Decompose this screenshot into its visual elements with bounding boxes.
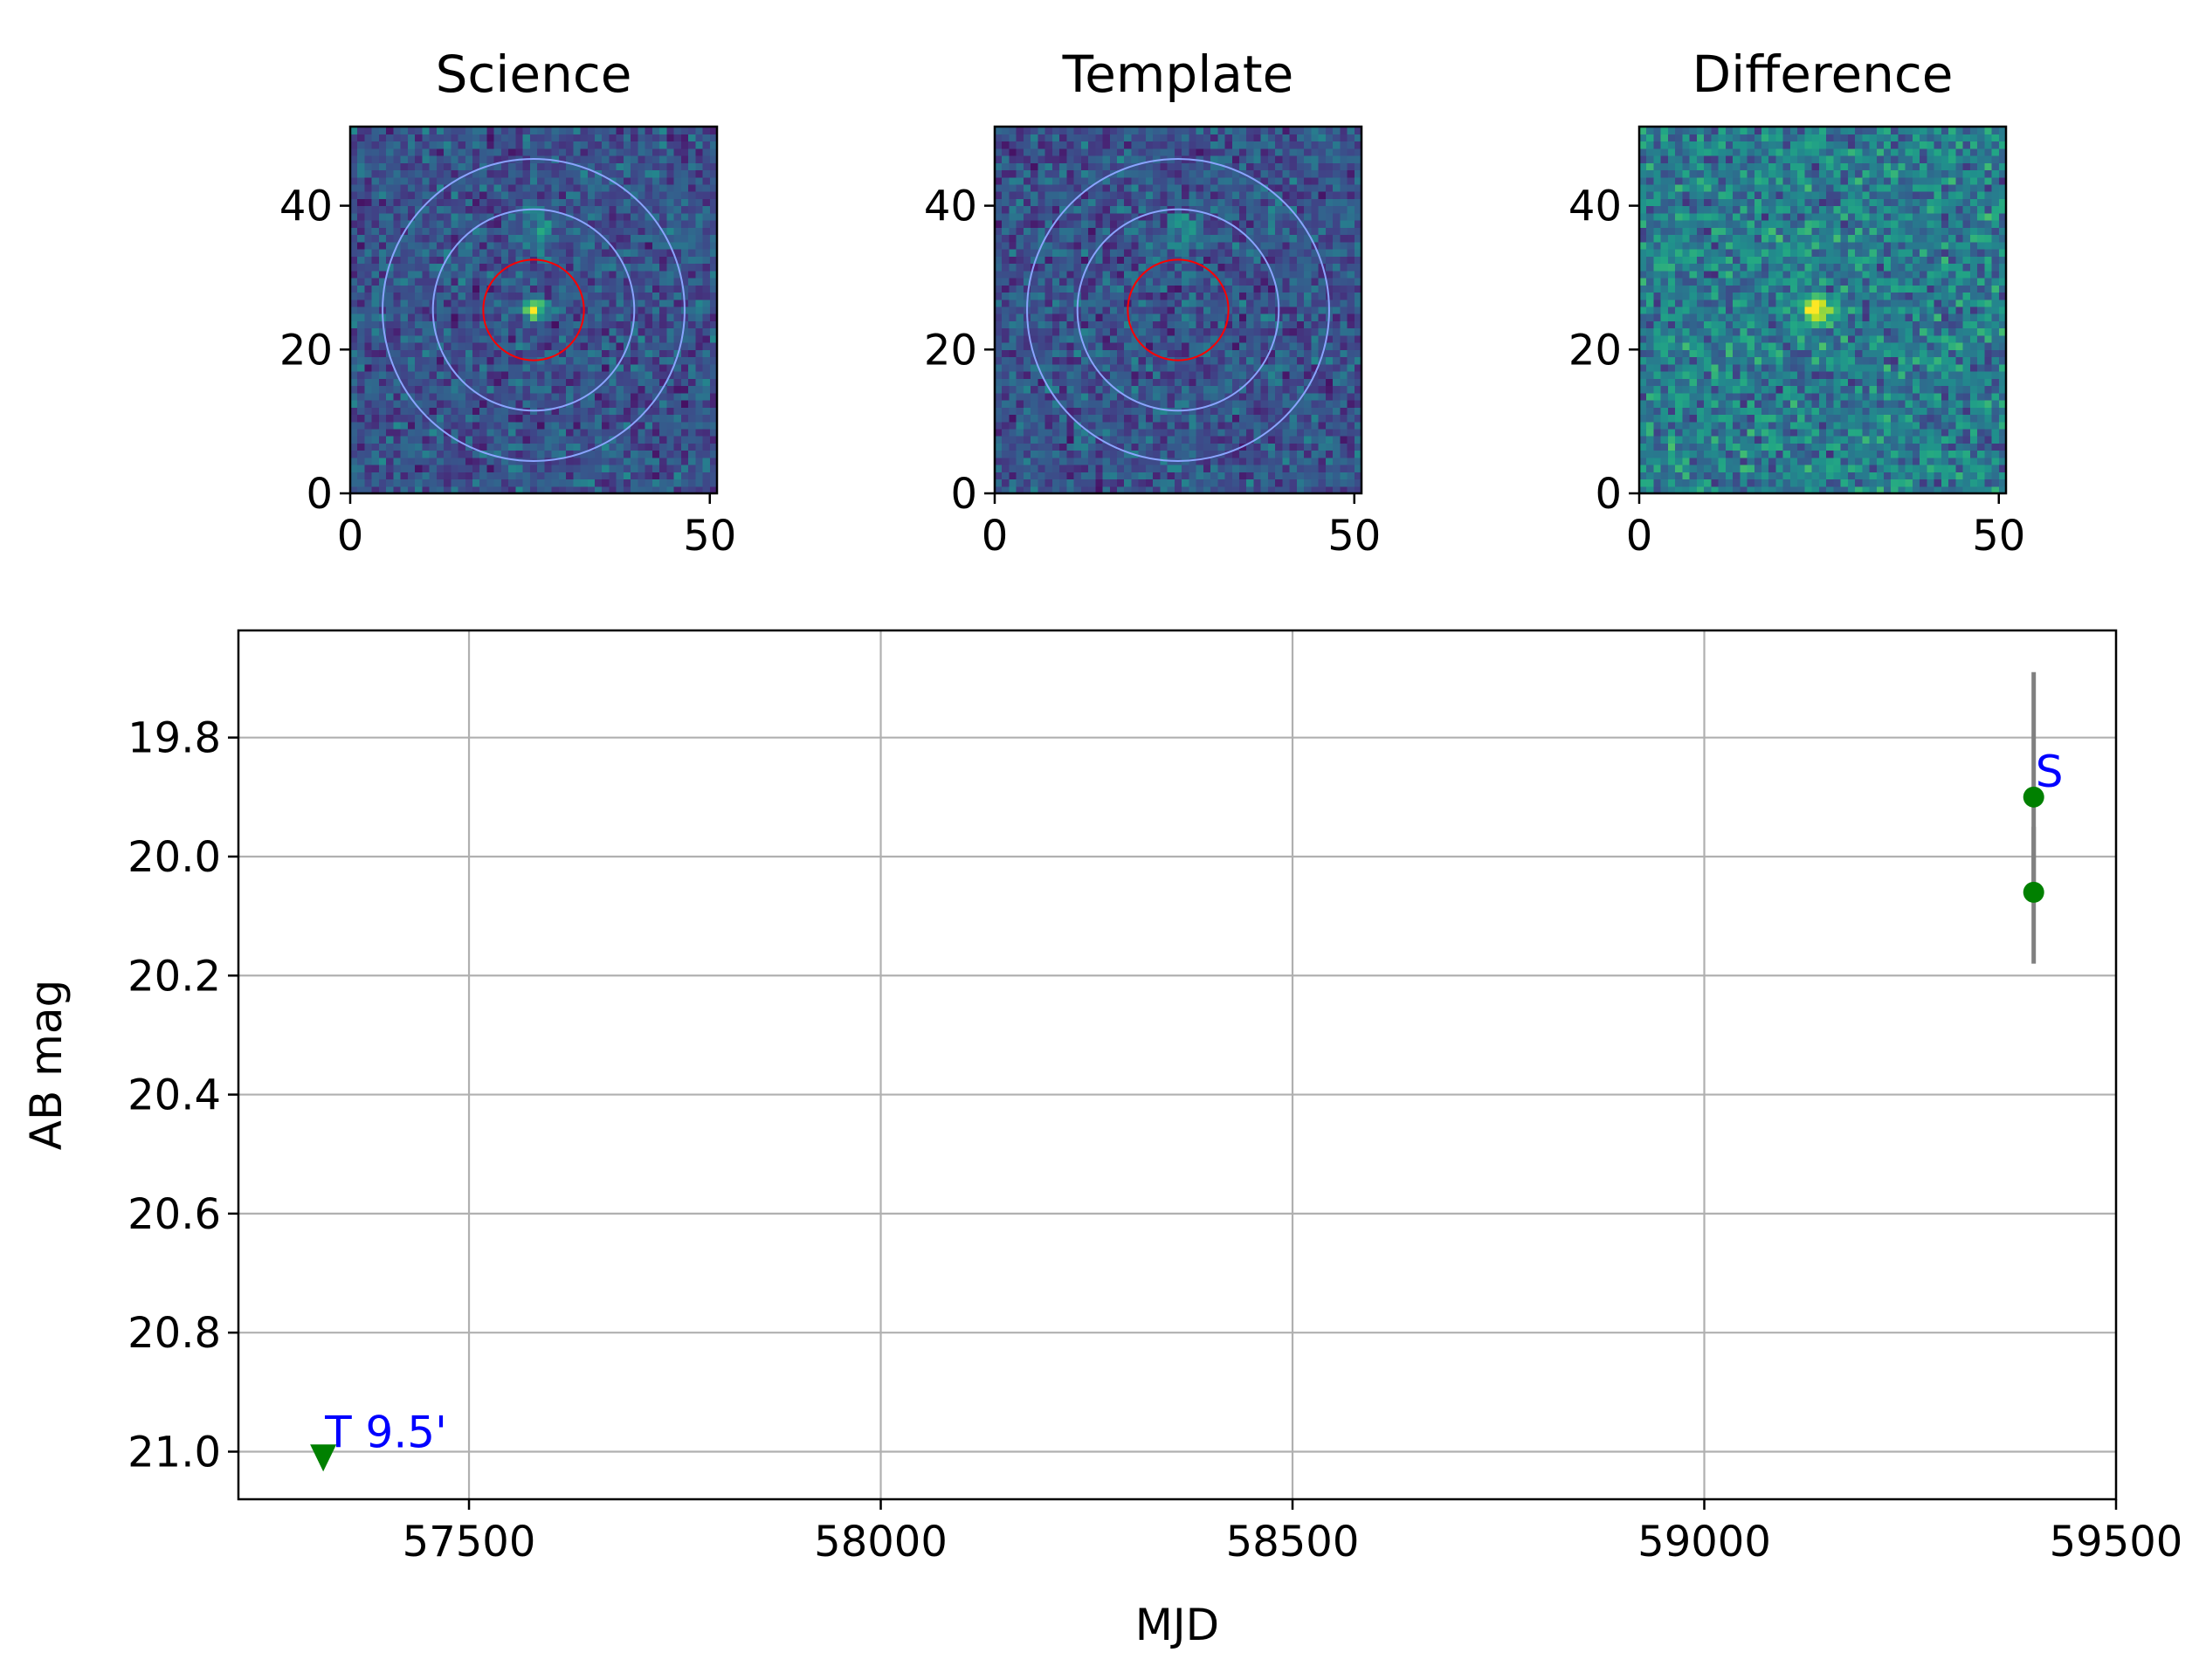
difference-y-tick-label: 40 bbox=[1568, 182, 1622, 231]
difference-x-tick-label: 0 bbox=[1626, 512, 1653, 561]
template-annulus-circle bbox=[1026, 158, 1330, 462]
template-x-tick-label: 0 bbox=[982, 512, 1009, 561]
science-y-tick-label: 40 bbox=[279, 182, 333, 231]
template-title: Template bbox=[1062, 45, 1294, 104]
data-point bbox=[2023, 881, 2044, 903]
y-tick-label: 21.0 bbox=[128, 1428, 221, 1477]
x-tick-label: 57500 bbox=[403, 1518, 536, 1566]
difference-panel: Difference 0 50 0 20 40 bbox=[1568, 45, 2025, 561]
light-curve-plot: S T 9.5' 57500 58000 58500 59000 59500 19.8 20.0… bbox=[21, 629, 2183, 1650]
science-y-tick-label: 0 bbox=[306, 470, 333, 519]
science-x-tick-label: 0 bbox=[337, 512, 364, 561]
template-x-tick-label: 50 bbox=[1327, 512, 1381, 561]
grid bbox=[238, 630, 2118, 1499]
y-axis-label: AB mag bbox=[21, 980, 72, 1150]
template-frame bbox=[993, 125, 1363, 495]
template-aperture-circle bbox=[1127, 258, 1230, 361]
science-annulus-circle bbox=[431, 208, 636, 412]
template-y-tick-label: 20 bbox=[924, 326, 977, 375]
template-y-tick-label: 40 bbox=[924, 182, 977, 231]
science-image bbox=[350, 127, 718, 494]
upper-limit-marker bbox=[310, 1444, 337, 1472]
science-y-tick-label: 20 bbox=[279, 326, 333, 375]
y-tick-label: 19.8 bbox=[128, 714, 221, 763]
difference-x-tick-label: 50 bbox=[1972, 512, 2025, 561]
science-frame bbox=[348, 125, 719, 495]
template-annulus-circle bbox=[1076, 208, 1280, 412]
y-tick-label: 20.6 bbox=[128, 1190, 221, 1239]
difference-frame bbox=[1637, 125, 2008, 495]
science-panel: Science 0 50 0 20 40 bbox=[279, 45, 736, 561]
point-label: S bbox=[2036, 747, 2064, 797]
x-axis-label: MJD bbox=[1135, 1600, 1219, 1650]
x-tick-label: 59000 bbox=[1637, 1518, 1771, 1566]
difference-title: Difference bbox=[1692, 45, 1953, 104]
difference-image bbox=[1639, 127, 2007, 494]
template-panel: Template 0 50 0 20 40 bbox=[924, 45, 1381, 561]
template-y-tick-label: 0 bbox=[950, 470, 977, 519]
template-image bbox=[995, 127, 1362, 494]
science-title: Science bbox=[436, 45, 632, 104]
science-annulus-circle bbox=[382, 158, 686, 462]
science-x-tick-label: 50 bbox=[683, 512, 736, 561]
difference-y-tick-label: 0 bbox=[1595, 470, 1622, 519]
point-label: T 9.5' bbox=[324, 1407, 447, 1457]
difference-y-tick-label: 20 bbox=[1568, 326, 1622, 375]
x-tick-label: 59500 bbox=[2050, 1518, 2183, 1566]
x-tick-label: 58000 bbox=[814, 1518, 948, 1566]
science-aperture-circle bbox=[482, 258, 585, 361]
y-tick-label: 20.0 bbox=[128, 833, 221, 882]
plot-frame bbox=[237, 629, 2118, 1501]
x-tick-label: 58500 bbox=[1226, 1518, 1360, 1566]
y-tick-label: 20.2 bbox=[128, 952, 221, 1001]
data-point bbox=[2023, 786, 2044, 808]
y-tick-label: 20.4 bbox=[128, 1071, 221, 1120]
y-tick-label: 20.8 bbox=[128, 1309, 221, 1358]
